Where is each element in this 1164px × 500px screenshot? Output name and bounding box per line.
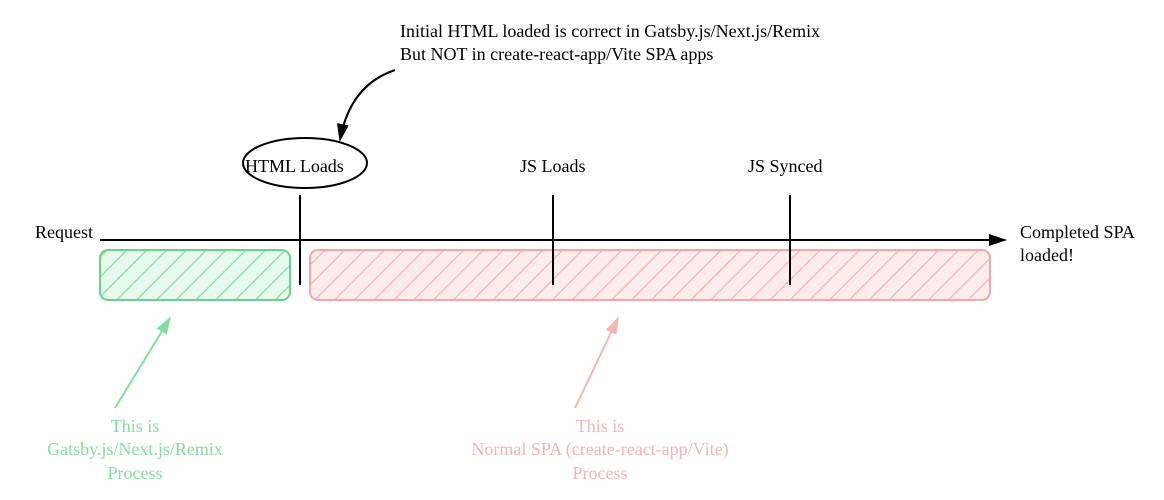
annotation-pink-arrow xyxy=(575,318,618,408)
annotation-green-arrow xyxy=(115,318,170,408)
diagram-canvas: Request Completed SPA loaded! HTML Loads… xyxy=(0,0,1164,500)
tick-label-js-synced: JS Synced xyxy=(748,155,823,178)
annotation-top-arrow xyxy=(340,70,395,140)
ssr-process-bar xyxy=(100,250,290,300)
tick-label-js-loads: JS Loads xyxy=(520,155,586,178)
annotation-pink-text: This is Normal SPA (create-react-app/Vit… xyxy=(440,415,760,485)
spa-process-bar xyxy=(310,250,990,300)
completed-label: Completed SPA loaded! xyxy=(1020,221,1135,268)
annotation-top-text: Initial HTML loaded is correct in Gatsby… xyxy=(400,20,820,67)
tick-label-html-loads: HTML Loads xyxy=(245,155,344,178)
request-label: Request xyxy=(35,221,93,244)
annotation-green-text: This is Gatsby.js/Next.js/Remix Process xyxy=(20,415,250,485)
